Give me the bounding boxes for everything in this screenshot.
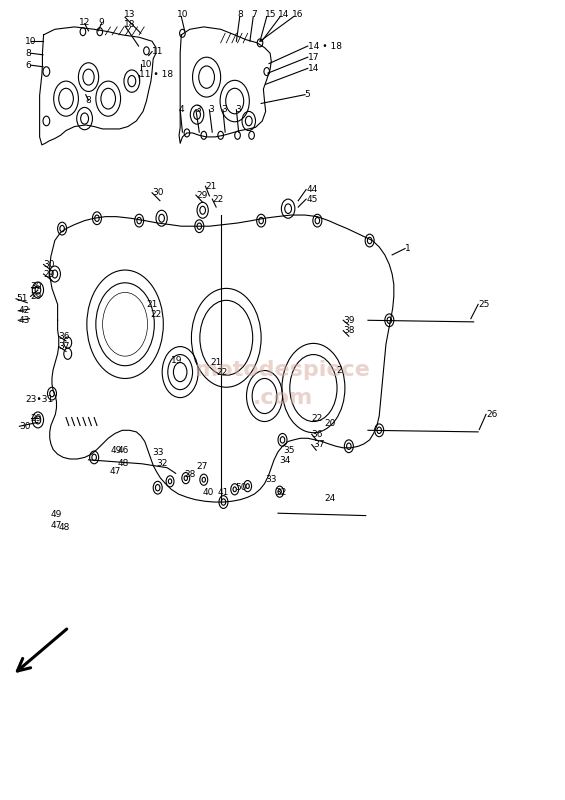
- Text: 10: 10: [177, 10, 189, 19]
- Text: 4: 4: [179, 106, 185, 114]
- Text: 48: 48: [59, 523, 70, 532]
- Text: 23•31: 23•31: [25, 395, 53, 405]
- Text: 5: 5: [304, 90, 310, 99]
- Text: 32: 32: [157, 459, 168, 468]
- Text: 7: 7: [251, 10, 257, 19]
- Text: 1: 1: [405, 244, 411, 253]
- Text: 33: 33: [265, 475, 277, 484]
- Text: 2: 2: [337, 366, 342, 375]
- Text: 51: 51: [16, 294, 28, 303]
- Text: 22: 22: [150, 310, 162, 319]
- Text: 8: 8: [237, 10, 244, 19]
- Text: 42: 42: [18, 306, 29, 315]
- Text: 8: 8: [25, 49, 31, 58]
- Text: 26: 26: [486, 410, 497, 419]
- Text: 46: 46: [118, 446, 129, 454]
- Text: motodespiece
.com: motodespiece .com: [194, 360, 371, 408]
- Text: 17: 17: [308, 53, 319, 62]
- Text: 38: 38: [343, 326, 355, 335]
- Text: 33: 33: [152, 448, 163, 457]
- Text: 10: 10: [141, 60, 153, 69]
- Text: 22: 22: [312, 414, 323, 423]
- Text: 10: 10: [25, 37, 37, 46]
- Text: 29: 29: [31, 414, 42, 423]
- Text: 19: 19: [171, 356, 182, 365]
- Text: 30: 30: [31, 282, 42, 291]
- Text: 27: 27: [197, 462, 208, 470]
- Text: 21: 21: [206, 182, 217, 191]
- Text: 28: 28: [184, 470, 195, 478]
- Text: 13: 13: [124, 10, 136, 19]
- Text: 49: 49: [50, 510, 62, 518]
- Text: 6: 6: [25, 61, 31, 70]
- Text: 30: 30: [19, 422, 31, 431]
- Text: 22: 22: [212, 194, 224, 204]
- Text: 29: 29: [44, 270, 55, 278]
- Text: 37: 37: [314, 440, 325, 449]
- Text: 39: 39: [343, 316, 355, 325]
- Text: 29: 29: [31, 292, 42, 301]
- Text: 24: 24: [325, 494, 336, 502]
- Text: 14 • 18: 14 • 18: [308, 42, 342, 50]
- Text: 48: 48: [118, 459, 129, 468]
- Text: 14: 14: [308, 64, 319, 73]
- Text: 11 • 18: 11 • 18: [138, 70, 173, 79]
- Text: 14: 14: [278, 10, 289, 19]
- Text: 36: 36: [59, 332, 70, 341]
- Text: 20: 20: [325, 419, 336, 429]
- Text: 15: 15: [264, 10, 276, 19]
- Text: 3: 3: [222, 106, 228, 114]
- Text: 47: 47: [110, 467, 121, 476]
- Text: 3: 3: [195, 106, 201, 114]
- Text: 41: 41: [218, 488, 229, 497]
- Text: 30: 30: [152, 188, 163, 198]
- Text: 43: 43: [18, 316, 29, 325]
- Text: 21: 21: [211, 358, 222, 367]
- Text: 3: 3: [208, 106, 214, 114]
- Text: 34: 34: [280, 456, 291, 465]
- Text: 11: 11: [152, 47, 163, 56]
- Text: 45: 45: [306, 194, 318, 204]
- Text: 21: 21: [146, 300, 158, 309]
- Text: 32: 32: [275, 488, 286, 497]
- Text: 18: 18: [124, 20, 136, 29]
- Text: 25: 25: [478, 300, 489, 309]
- Text: 3: 3: [235, 106, 241, 114]
- Text: 12: 12: [79, 18, 90, 26]
- Text: 8: 8: [86, 96, 92, 105]
- Text: 50: 50: [235, 483, 247, 492]
- Text: 30: 30: [44, 260, 55, 269]
- Text: 29: 29: [196, 190, 207, 200]
- Text: 35: 35: [284, 446, 295, 454]
- Text: 49: 49: [111, 446, 123, 454]
- Text: 40: 40: [203, 488, 214, 497]
- Text: 44: 44: [306, 185, 318, 194]
- Text: 9: 9: [98, 18, 104, 26]
- Text: 36: 36: [312, 430, 323, 438]
- Text: 47: 47: [50, 522, 62, 530]
- Text: 37: 37: [59, 342, 70, 351]
- Text: 22: 22: [216, 368, 227, 378]
- Text: 16: 16: [292, 10, 303, 19]
